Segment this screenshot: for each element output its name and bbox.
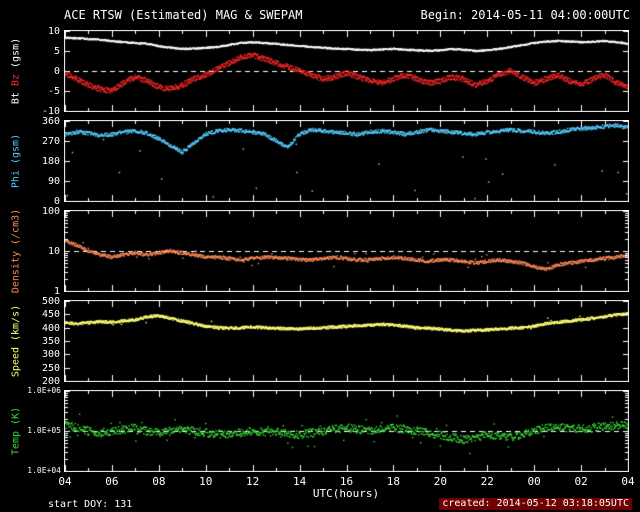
y-tick-label: -5 bbox=[47, 86, 60, 97]
panel-canvas-bt-bz bbox=[64, 30, 629, 112]
x-tick-label: 08 bbox=[152, 475, 166, 488]
y-axis-title-part: Bz bbox=[10, 67, 22, 87]
y-axis-title-temp: Temp (K) bbox=[11, 407, 22, 455]
y-axis-title-bt-bz: Bt Bz (gsm) bbox=[11, 38, 22, 104]
y-tick-label: 200 bbox=[41, 376, 60, 387]
y-axis-title-density: Density (/cm3) bbox=[11, 209, 22, 293]
y-axis-title-part: (gsm) bbox=[10, 37, 22, 68]
y-tick-label: 350 bbox=[41, 336, 60, 347]
x-tick-label: 22 bbox=[480, 475, 494, 488]
panel-canvas-density bbox=[64, 210, 629, 292]
y-tick-label: 1.0E+04 bbox=[27, 466, 61, 475]
y-tick-label: 250 bbox=[41, 362, 60, 374]
panel-canvas-temp bbox=[64, 390, 629, 472]
x-tick-label: 00 bbox=[527, 475, 541, 488]
y-tick-label: 5 bbox=[53, 46, 60, 57]
begin-timestamp: Begin: 2014-05-11 04:00:00UTC bbox=[420, 8, 630, 22]
y-tick-label: -10 bbox=[41, 106, 60, 117]
created-timestamp: created: 2014-05-12 03:18:05UTC bbox=[439, 498, 632, 510]
x-tick-label: 06 bbox=[105, 475, 119, 488]
y-tick-label: 10 bbox=[47, 246, 60, 257]
y-axis-title-part: Speed (km/s) bbox=[10, 304, 22, 378]
y-tick-label: 1.0E+05 bbox=[27, 426, 61, 435]
x-tick-label: 16 bbox=[339, 475, 354, 488]
plot-title: ACE RTSW (Estimated) MAG & SWEPAM bbox=[64, 8, 303, 22]
y-axis-title-part: Phi (gsm) bbox=[10, 133, 22, 189]
y-tick-label: 300 bbox=[41, 349, 60, 361]
y-tick-label: 360 bbox=[41, 116, 60, 127]
x-tick-label: 10 bbox=[199, 475, 213, 488]
y-tick-label: 450 bbox=[41, 309, 60, 321]
x-tick-label: 12 bbox=[246, 475, 260, 488]
x-tick-label: 14 bbox=[292, 475, 307, 488]
x-tick-label: 18 bbox=[386, 475, 401, 488]
y-tick-label: 270 bbox=[41, 136, 60, 147]
y-axis-title-phi: Phi (gsm) bbox=[11, 134, 22, 188]
x-tick-label: 04 bbox=[58, 475, 72, 488]
y-axis-title-part: Bt bbox=[10, 86, 22, 105]
x-tick-label: 02 bbox=[574, 475, 588, 488]
y-tick-label: 400 bbox=[41, 322, 60, 334]
y-tick-label: 100 bbox=[41, 206, 60, 217]
x-tick-label: 20 bbox=[433, 475, 447, 488]
y-axis-title-part: Temp (K) bbox=[10, 406, 22, 456]
x-axis-title: UTC(hours) bbox=[312, 487, 380, 500]
y-tick-label: 10 bbox=[47, 26, 60, 37]
y-axis-title-part: Density (/cm3) bbox=[10, 208, 22, 294]
y-tick-label: 500 bbox=[41, 296, 60, 307]
y-tick-label: 1 bbox=[53, 286, 60, 297]
y-tick-label: 90 bbox=[47, 176, 60, 187]
y-tick-label: 0 bbox=[53, 196, 60, 207]
y-tick-label: 1.0E+06 bbox=[27, 386, 61, 395]
y-axis-title-speed: Speed (km/s) bbox=[11, 305, 22, 377]
panel-canvas-phi bbox=[64, 120, 629, 202]
panel-canvas-speed bbox=[64, 300, 629, 382]
y-tick-label: 180 bbox=[41, 156, 60, 167]
start-doy-label: start DOY: 131 bbox=[48, 499, 133, 510]
y-tick-label: 0 bbox=[53, 66, 60, 77]
x-tick-label: 04 bbox=[621, 475, 635, 488]
